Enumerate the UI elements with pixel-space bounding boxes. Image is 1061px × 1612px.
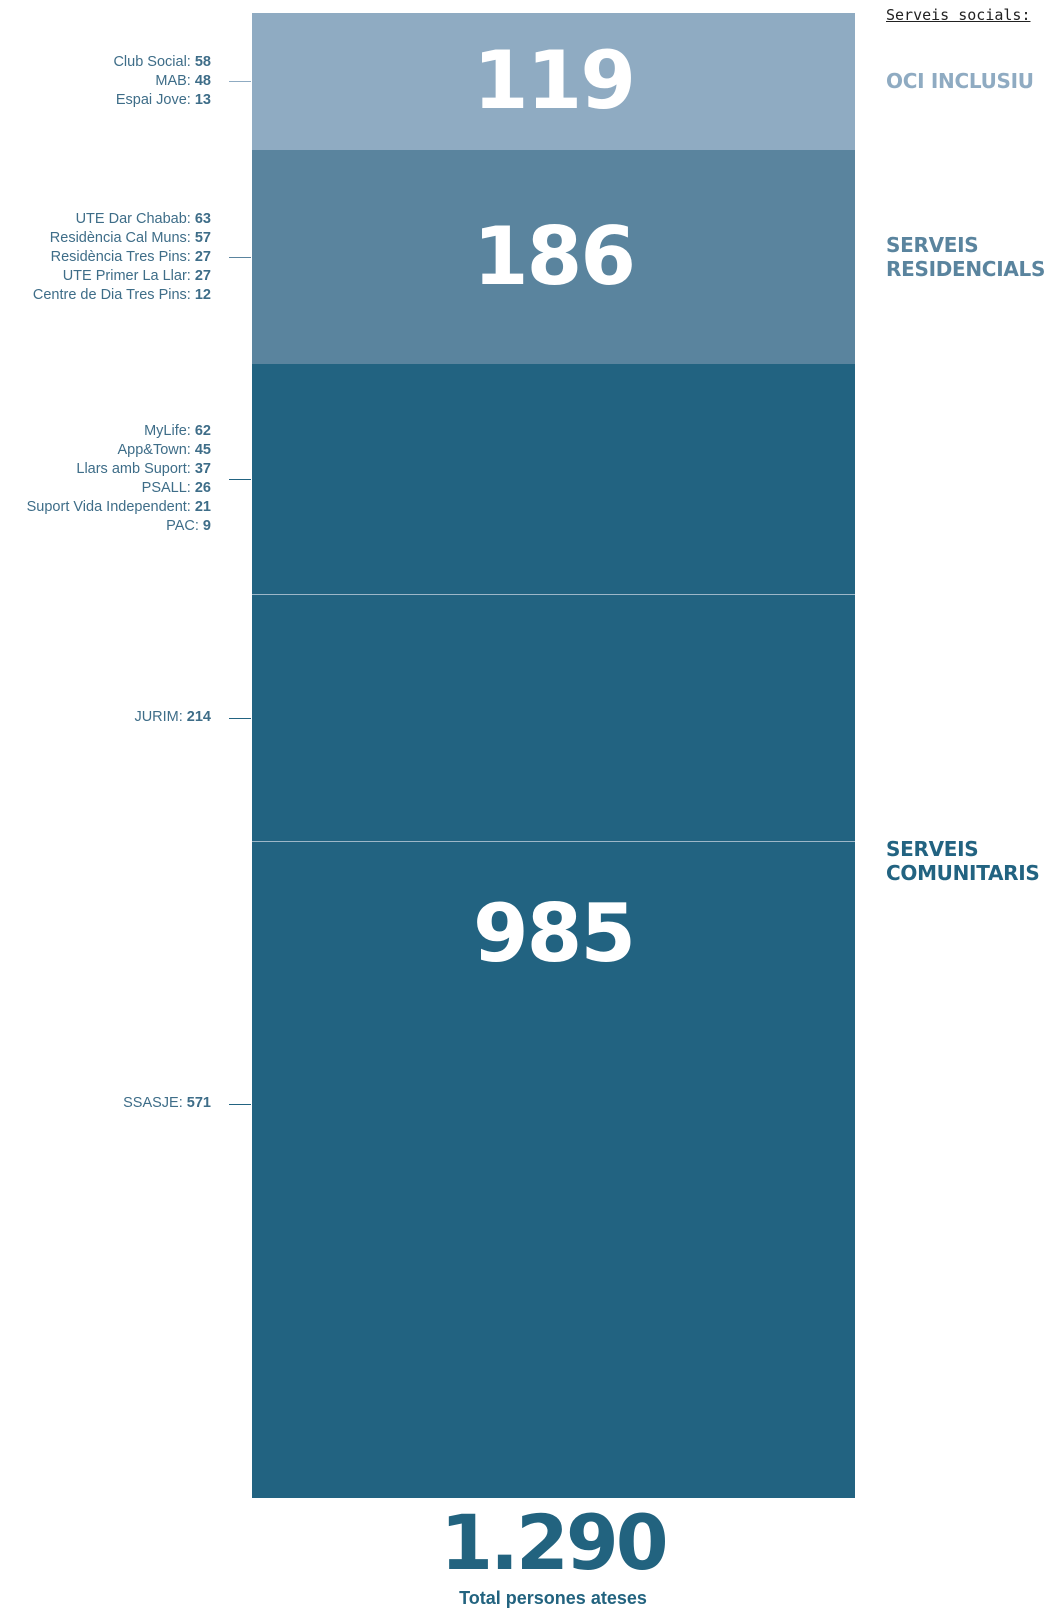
item-name: UTE Dar Chabab: [75, 210, 195, 227]
item-label: Centre de Dia Tres Pins: 12 [33, 286, 211, 305]
item-label: Residència Tres Pins: 27 [33, 248, 211, 267]
segment-total: 985 [473, 886, 636, 980]
item-name: MAB: [155, 72, 195, 89]
item-value: 57 [194, 229, 211, 246]
grand-total-label: Total persones ateses [459, 1588, 647, 1608]
item-value: 27 [194, 248, 211, 265]
item-label: UTE Dar Chabab: 63 [33, 210, 211, 229]
item-value: 63 [194, 210, 211, 227]
subgroup-divider [252, 594, 855, 596]
chart-title: Serveis socials: [886, 6, 1031, 24]
item-value: 27 [194, 267, 211, 284]
group-label-line: RESIDENCIALS [886, 257, 1046, 282]
subgroup-divider [252, 840, 855, 842]
item-label: Residència Cal Muns: 57 [33, 229, 211, 248]
subgroup-labels: SSASJE: 571 [123, 1094, 211, 1113]
item-value: 26 [194, 480, 211, 497]
item-value: 58 [194, 53, 211, 70]
item-value: 48 [194, 72, 211, 89]
item-name: PSALL: [141, 480, 195, 497]
item-label: MyLife: 62 [27, 422, 211, 441]
segment-0: 119 [252, 13, 855, 150]
group-label-line: SERVEIS [886, 836, 979, 861]
item-label: Llars amb Suport: 37 [27, 460, 211, 479]
item-value: 214 [186, 709, 211, 725]
item-name: Suport Vida Independent: [26, 499, 195, 516]
item-name: Residència Tres Pins: [50, 248, 195, 265]
item-label: Club Social: 58 [113, 53, 211, 72]
leader-line [229, 479, 251, 481]
item-label: PAC: 9 [27, 517, 211, 536]
group-label: SERVEIS COMUNITARIS [886, 837, 1040, 885]
item-value: 21 [194, 499, 211, 516]
group-label: OCI INCLUSIU [886, 69, 1034, 93]
item-value: 13 [194, 91, 211, 108]
item-label: PSALL: 26 [27, 479, 211, 498]
group-label-line: SERVEIS [886, 233, 979, 258]
item-name: Residència Cal Muns: [49, 229, 195, 246]
item-name: MyLife: [144, 423, 195, 440]
item-name: Llars amb Suport: [76, 461, 195, 478]
item-name: JURIM: [134, 709, 187, 725]
item-value: 62 [194, 423, 211, 440]
item-name: PAC: [166, 518, 203, 535]
item-value: 37 [194, 461, 211, 478]
leader-line [229, 1103, 251, 1105]
item-name: SSASJE: [123, 1095, 187, 1112]
segment-total: 186 [473, 210, 636, 304]
item-label: App&Town: 45 [27, 441, 211, 460]
item-value: 9 [202, 518, 211, 535]
item-label: SSASJE: 571 [123, 1094, 211, 1113]
item-value: 571 [186, 1095, 211, 1112]
group-item-labels: UTE Dar Chabab: 63 Residència Cal Muns: 5… [33, 210, 211, 305]
leader-line [229, 717, 251, 719]
stacked-bar: 119 186 985 [252, 13, 855, 1498]
item-label: MAB: 48 [113, 72, 211, 91]
item-value: 45 [194, 442, 211, 459]
leader-line [229, 257, 251, 259]
segment-2: 985 [252, 364, 855, 1498]
group-item-labels: Club Social: 58 MAB: 48 Espai Jove: 13 [113, 53, 211, 110]
subgroup-labels: JURIM: 214 [134, 708, 211, 727]
item-label: UTE Primer La Llar: 27 [33, 267, 211, 286]
item-label: Suport Vida Independent: 21 [27, 498, 211, 517]
group-label-line: COMUNITARIS [886, 860, 1040, 885]
group-label-line: OCI INCLUSIU [886, 69, 1034, 94]
item-name: Club Social: [113, 53, 195, 70]
segment-total: 119 [473, 34, 636, 128]
leader-line [229, 81, 251, 83]
item-label: Espai Jove: 13 [113, 91, 211, 110]
item-name: Espai Jove: [115, 91, 195, 108]
grand-total-value: 1.290 [440, 1498, 668, 1587]
item-label: JURIM: 214 [134, 708, 211, 727]
group-label: SERVEIS RESIDENCIALS [886, 233, 1045, 281]
item-name: Centre de Dia Tres Pins: [32, 286, 195, 303]
subgroup-labels: MyLife: 62 App&Town: 45 Llars amb Suport: … [27, 422, 211, 536]
segment-1: 186 [252, 149, 855, 365]
item-name: UTE Primer La Llar: [62, 267, 195, 284]
item-value: 12 [194, 286, 211, 303]
item-name: App&Town: [117, 442, 195, 459]
